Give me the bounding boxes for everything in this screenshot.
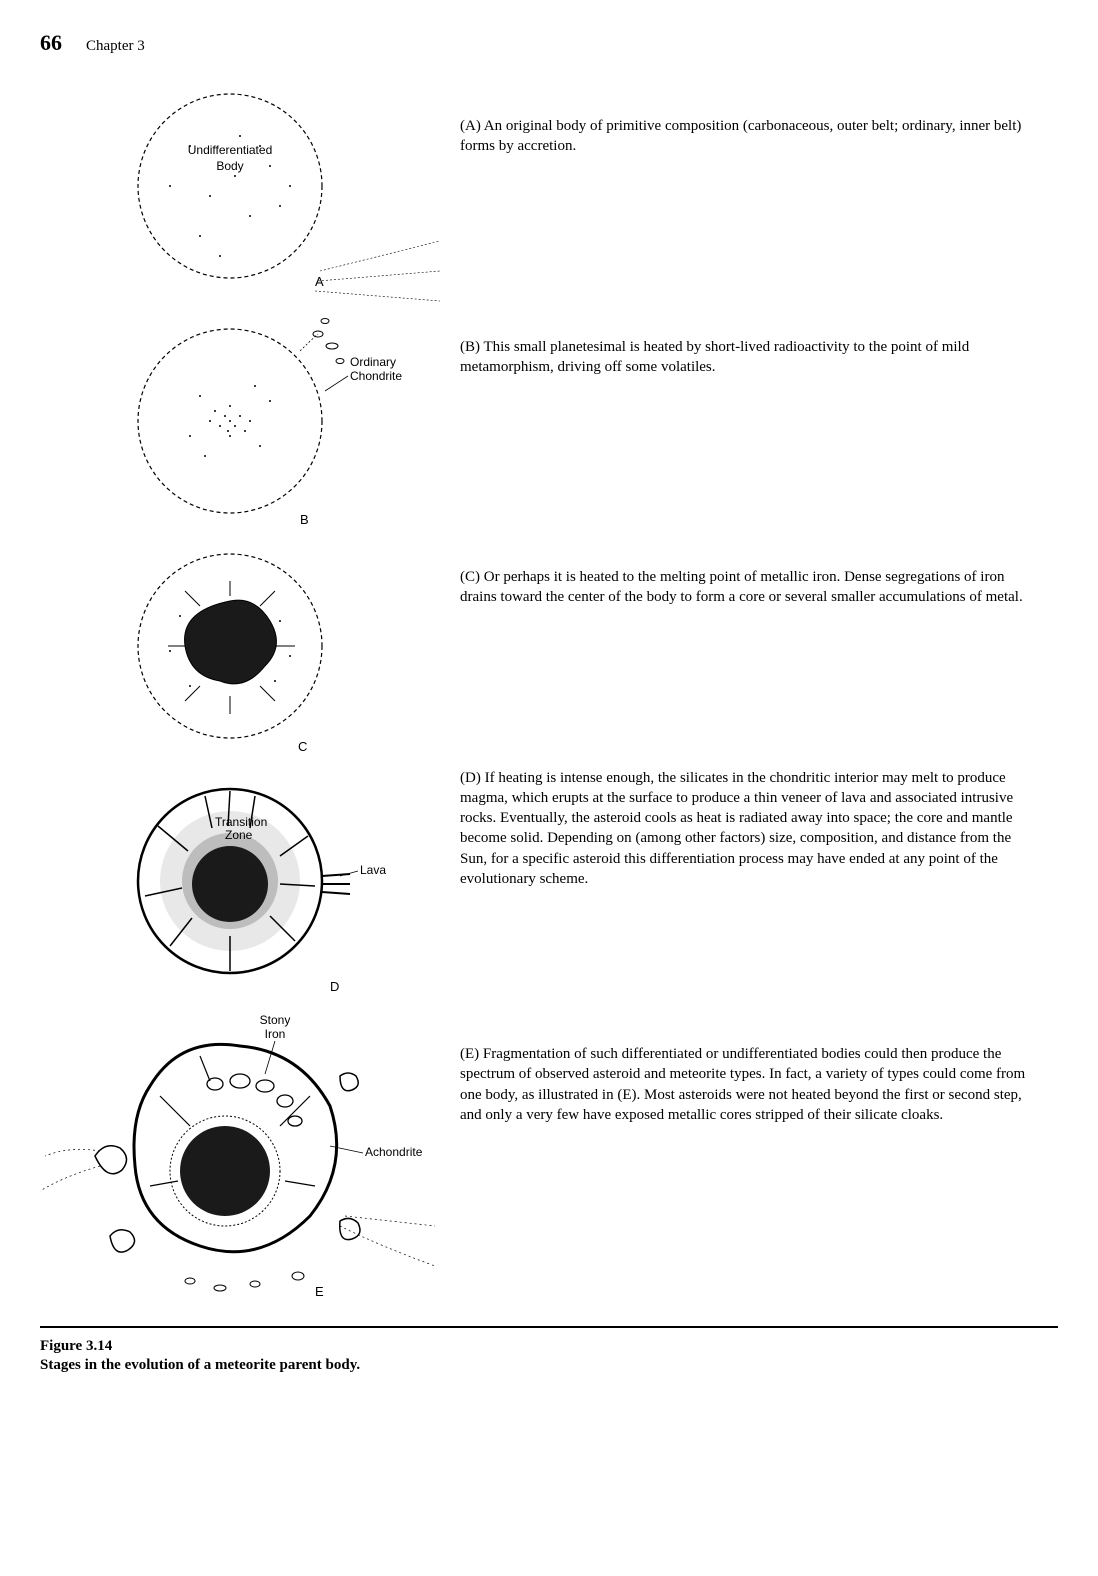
panel-c-diagram: C <box>40 536 440 766</box>
panel-b-outer-label-2: Chondrite <box>350 369 402 383</box>
panel-d-text: (D) If heating is intense enough, the si… <box>460 768 1028 890</box>
panel-e-stony-label-2: Iron <box>265 1027 286 1041</box>
panel-d-transition-label-1: Transition <box>215 815 267 829</box>
panel-d-diagram: Transition Zone Lava D <box>40 766 440 1006</box>
panel-a-body-label-1: Undifferentiated <box>188 143 273 157</box>
panel-e-text: (E) Fragmentation of such differentiated… <box>460 1044 1028 1125</box>
panel-e-achondrite-label: Achondrite <box>365 1145 423 1159</box>
panel-a-body-label-2: Body <box>216 159 243 173</box>
panel-d-transition-label-2: Zone <box>225 828 253 842</box>
panel-d-lava-label: Lava <box>360 863 386 877</box>
panel-a-text: (A) An original body of primitive compos… <box>460 116 1028 157</box>
panel-b-outer-label-1: Ordinary <box>350 355 396 369</box>
figure-caption-title: Figure 3.14 <box>40 1338 1058 1355</box>
chapter-label: Chapter 3 <box>86 38 145 55</box>
content-row: Undifferentiated Body A <box>40 76 1058 1306</box>
panel-b-text: (B) This small planetesimal is heated by… <box>460 337 1028 378</box>
page: 66 Chapter 3 Undifferentiated Body A <box>0 0 1098 1576</box>
panel-b-diagram: Ordinary Chondrite B <box>40 306 440 536</box>
page-header: 66 Chapter 3 <box>40 30 1058 56</box>
panel-a-diagram: Undifferentiated Body A <box>40 76 440 306</box>
panel-a-letter: A <box>315 274 324 289</box>
panel-c-letter: C <box>298 739 307 754</box>
panel-e-diagram: Stony Iron Achondrite E <box>40 1006 440 1306</box>
panel-d-letter: D <box>330 979 339 994</box>
text-column: (A) An original body of primitive compos… <box>460 76 1058 1306</box>
panel-b-letter: B <box>300 512 309 527</box>
panel-e-stony-label-1: Stony <box>260 1013 291 1027</box>
figure-column: Undifferentiated Body A <box>40 76 440 1306</box>
panel-c-text: (C) Or perhaps it is heated to the melti… <box>460 567 1028 608</box>
panel-e-letter: E <box>315 1284 324 1299</box>
figure-caption-text: Stages in the evolution of a meteorite p… <box>40 1357 1058 1374</box>
page-number: 66 <box>40 30 62 56</box>
caption-rule <box>40 1326 1058 1328</box>
